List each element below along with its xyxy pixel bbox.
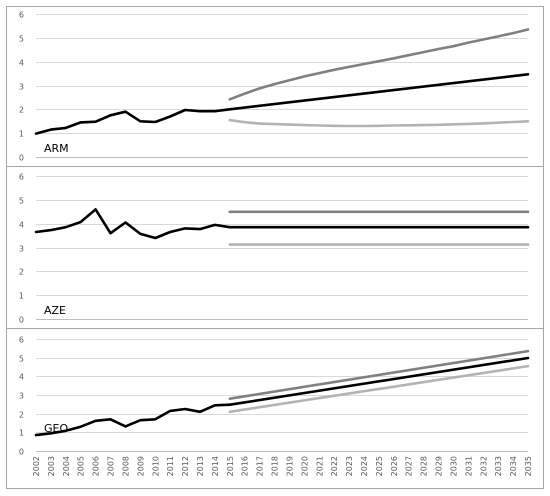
- x-tick-label: 2029: [435, 456, 444, 476]
- history-line: [34, 208, 232, 240]
- x-tick-label: 2032: [479, 456, 488, 476]
- y-tick-label: 6: [19, 336, 24, 345]
- panel-arm: 0 1 2 3 4 5 6 ARM: [19, 11, 530, 163]
- y-tick-label: 2: [19, 411, 24, 420]
- y-tick-label: 0: [19, 154, 24, 163]
- x-tick-label: 2007: [107, 456, 116, 476]
- x-tick-label: 2027: [405, 456, 414, 476]
- history-line: [34, 108, 232, 135]
- x-tick-label: 2012: [181, 456, 190, 476]
- y-tick-label: 1: [19, 429, 24, 438]
- y-tick-label: 1: [19, 292, 24, 301]
- y-tick-label: 0: [19, 316, 24, 325]
- y-tick-label: 4: [19, 373, 24, 382]
- x-tick-label: 2026: [390, 456, 399, 476]
- x-tick-label: 2016: [241, 456, 250, 476]
- x-tick-label: 2011: [166, 456, 175, 476]
- x-tick-label: 2023: [345, 456, 354, 476]
- central-projection-line: [228, 73, 530, 111]
- panel-aze: 0 1 2 3 4 5 6 AZE: [19, 173, 530, 325]
- x-axis: 2002 2003 2004 2005 2006 2007 2008 2009 2010 2011…: [32, 456, 533, 476]
- x-tick-label: 2014: [211, 456, 220, 476]
- x-tick-label: 2008: [122, 456, 131, 476]
- y-tick-label: 0: [19, 448, 24, 457]
- y-tick-label: 3: [19, 83, 24, 92]
- x-tick-label: 2020: [300, 456, 309, 476]
- y-tick-label: 5: [19, 355, 24, 364]
- chart-panels: 0 1 2 3 4 5 6 ARM 0 1 2 3 4 5 6 AZE 0 1 2 3 4 5 6 GEO: [19, 11, 530, 457]
- x-tick-label: 2022: [330, 456, 339, 476]
- x-tick-label: 2019: [286, 456, 295, 476]
- x-tick-label: 2028: [420, 456, 429, 476]
- chart-frame: [6, 6, 544, 489]
- x-tick-label: 2030: [450, 456, 459, 476]
- x-tick-label: 2010: [151, 456, 160, 476]
- x-tick-label: 2021: [315, 456, 324, 476]
- y-tick-label: 4: [19, 221, 24, 230]
- y-tick-label: 1: [19, 130, 24, 139]
- x-tick-label: 2033: [494, 456, 503, 476]
- x-tick-label: 2002: [32, 456, 41, 476]
- y-tick-label: 6: [19, 173, 24, 182]
- history-line: [34, 403, 232, 437]
- x-tick-label: 2009: [136, 456, 145, 476]
- y-tick-label: 2: [19, 268, 24, 277]
- x-tick-label: 2035: [524, 456, 533, 476]
- upper-projection-line: [228, 349, 530, 401]
- y-tick-label: 3: [19, 392, 24, 401]
- x-tick-label: 2005: [77, 456, 86, 476]
- panel-geo: 0 1 2 3 4 5 6 GEO: [19, 336, 530, 457]
- lower-projection-line: [228, 364, 530, 414]
- panel-label: GEO: [44, 422, 68, 435]
- y-tick-label: 3: [19, 245, 24, 254]
- central-projection-line: [228, 356, 530, 407]
- panel-label: AZE: [44, 304, 66, 317]
- x-tick-label: 2004: [62, 456, 71, 476]
- x-tick-label: 2024: [360, 456, 369, 476]
- x-tick-label: 2018: [271, 456, 280, 476]
- y-tick-label: 5: [19, 197, 24, 206]
- x-tick-label: 2031: [464, 456, 473, 476]
- x-tick-label: 2025: [375, 456, 384, 476]
- y-tick-label: 5: [19, 35, 24, 44]
- x-tick-label: 2017: [256, 456, 265, 476]
- lower-projection-line: [228, 118, 530, 128]
- x-tick-label: 2006: [92, 456, 101, 476]
- x-tick-label: 2003: [47, 456, 56, 476]
- upper-projection-line: [228, 28, 530, 101]
- x-tick-label: 2013: [196, 456, 205, 476]
- x-tick-label: 2034: [509, 456, 518, 476]
- y-tick-label: 2: [19, 106, 24, 115]
- x-tick-label: 2015: [226, 456, 235, 476]
- y-tick-label: 6: [19, 11, 24, 20]
- y-tick-label: 4: [19, 59, 24, 68]
- panel-label: ARM: [44, 142, 69, 155]
- outer-border: [6, 6, 544, 489]
